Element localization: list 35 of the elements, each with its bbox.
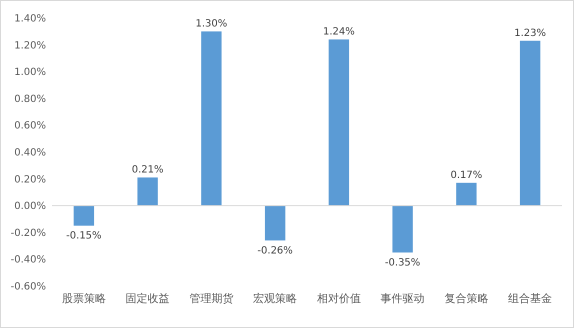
data-label: 0.21% (132, 164, 164, 176)
bar (456, 182, 477, 206)
y-tick-label: 1.00% (14, 67, 46, 78)
y-tick-label: 0.00% (14, 201, 46, 212)
y-tick-label: 0.20% (14, 174, 46, 186)
y-tick-label: 1.40% (14, 14, 46, 24)
y-tick-label: -0.60% (10, 282, 46, 292)
data-label: 0.17% (450, 170, 482, 181)
data-label: 1.23% (514, 28, 546, 39)
x-tick-label: 事件驱动 (380, 292, 425, 305)
data-label: 1.30% (195, 18, 228, 30)
bar (328, 39, 350, 206)
y-tick-label: 0.60% (14, 120, 46, 132)
y-tick-label: 1.20% (14, 40, 46, 52)
data-label: -0.35% (384, 258, 420, 268)
bar (520, 40, 540, 206)
y-tick-label: 0.80% (14, 94, 46, 105)
x-tick-label: 复合策略 (444, 292, 488, 305)
y-tick-label: -0.40% (10, 254, 46, 266)
x-tick-label: 宏观策略 (253, 292, 298, 305)
x-tick-label: 管理期货 (189, 292, 234, 305)
y-tick-label: 0.40% (14, 148, 46, 158)
bar (264, 206, 286, 240)
data-label: 1.24% (322, 26, 355, 38)
y-tick-label: -0.20% (10, 228, 46, 239)
x-tick-label: 相对价值 (316, 292, 361, 305)
bar (74, 206, 94, 226)
bar (137, 177, 158, 206)
x-tick-label: 股票策略 (62, 292, 106, 305)
bar (201, 31, 222, 206)
x-tick-label: 组合基金 (508, 292, 552, 305)
data-label: -0.26% (257, 245, 293, 256)
bar (392, 206, 413, 252)
x-tick-label: 固定收益 (126, 292, 170, 305)
data-label: -0.15% (66, 230, 102, 242)
